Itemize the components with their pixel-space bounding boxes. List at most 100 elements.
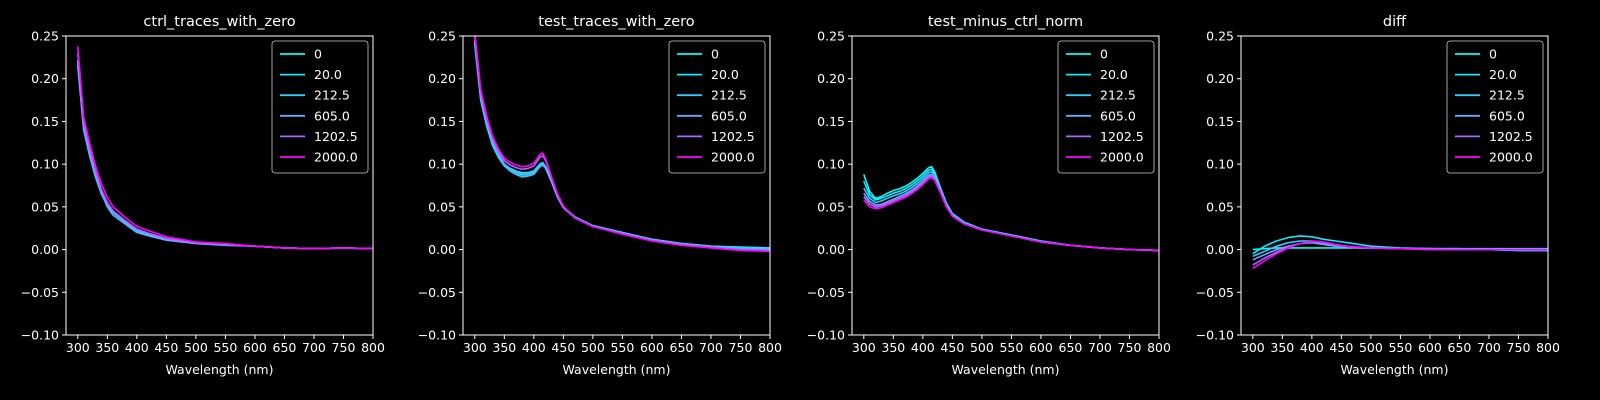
series-group: [1252, 235, 1548, 270]
legend-label: 1202.5: [1489, 129, 1533, 144]
x-tick-label: 400: [125, 340, 149, 355]
y-tick-label: −0.10: [418, 328, 456, 343]
chart-title: diff: [1383, 14, 1407, 30]
y-tick-label: 0.15: [1206, 114, 1234, 129]
y-tick-label: 0.00: [31, 242, 59, 257]
axes-frame: [462, 35, 771, 336]
x-tick-label: 650: [670, 340, 694, 355]
y-tick-label: 0.25: [428, 29, 456, 44]
legend-label: 2000.0: [314, 150, 358, 165]
x-tick-label: 550: [999, 340, 1023, 355]
x-tick-label: 300: [1241, 340, 1265, 355]
y-tick-label: 0.10: [1206, 157, 1234, 172]
legend-label: 605.0: [711, 108, 747, 123]
series-line-212.5: [863, 171, 1159, 252]
y-tick-label: 0.10: [31, 157, 59, 172]
chart-title: test_traces_with_zero: [538, 14, 695, 30]
axes-frame: [851, 35, 1160, 336]
legend-label: 20.0: [1489, 67, 1517, 82]
legend-label: 20.0: [711, 67, 739, 82]
y-tick-label: 0.00: [817, 242, 845, 257]
x-tick-label: 450: [551, 340, 575, 355]
legend-label: 1202.5: [1100, 129, 1144, 144]
y-tick-label: 0.20: [817, 71, 845, 86]
x-tick-label: 500: [581, 340, 605, 355]
y-tick-label: 0.05: [1206, 199, 1234, 214]
series-line-605.0: [863, 173, 1159, 252]
y-tick-label: −0.05: [418, 285, 456, 300]
legend-label: 212.5: [711, 88, 747, 103]
x-tick-label: 550: [610, 340, 634, 355]
y-tick-label: 0.05: [817, 199, 845, 214]
x-axis-label: Wavelength (nm): [563, 362, 671, 377]
y-tick-label: 0.00: [1206, 242, 1234, 257]
chart-panel-3: test_minus_ctrl_norm Wavelength (nm) 300 35…: [807, 14, 1171, 377]
y-tick-label: 0.00: [428, 242, 456, 257]
x-tick-label: 800: [361, 340, 385, 355]
x-tick-label: 450: [1329, 340, 1353, 355]
y-tick-label: 0.25: [1206, 29, 1234, 44]
x-tick-label: 300: [463, 340, 487, 355]
legend-label: 2000.0: [1489, 150, 1533, 165]
legend-label: 212.5: [1100, 88, 1136, 103]
legend-label: 20.0: [1100, 67, 1128, 82]
legend-label: 2000.0: [711, 150, 755, 165]
legend-label: 212.5: [314, 88, 350, 103]
x-tick-label: 550: [213, 340, 237, 355]
y-tick-label: −0.05: [21, 285, 59, 300]
legend-label: 1202.5: [314, 129, 358, 144]
x-tick-label: 800: [758, 340, 782, 355]
x-tick-label: 600: [640, 340, 664, 355]
legend-label: 605.0: [314, 108, 350, 123]
legend-label: 0: [1489, 47, 1497, 62]
legend-label: 1202.5: [711, 129, 755, 144]
y-tick-label: 0.05: [31, 199, 59, 214]
y-tick-label: −0.05: [1196, 285, 1234, 300]
x-tick-label: 400: [1300, 340, 1324, 355]
y-tick-label: 0.15: [31, 114, 59, 129]
legend-label: 0: [314, 47, 322, 62]
axes-frame: [1240, 35, 1549, 336]
legend: 0 20.0 212.5 605.0 1202.5 2000.0: [271, 40, 369, 174]
series-line-2000.0: [1252, 240, 1548, 270]
x-tick-label: 800: [1536, 340, 1560, 355]
x-tick-label: 700: [1088, 340, 1112, 355]
x-tick-label: 750: [1507, 340, 1531, 355]
x-tick-label: 300: [66, 340, 90, 355]
x-tick-label: 600: [1418, 340, 1442, 355]
x-tick-label: 500: [970, 340, 994, 355]
x-axis-label: Wavelength (nm): [952, 362, 1060, 377]
chart-panel-1: ctrl_traces_with_zero Wavelength (nm) 300 3…: [21, 14, 385, 377]
x-tick-label: 600: [1029, 340, 1053, 355]
x-tick-label: 400: [522, 340, 546, 355]
legend-label: 0: [1100, 47, 1108, 62]
legend-label: 605.0: [1100, 108, 1136, 123]
legend-label: 605.0: [1489, 108, 1525, 123]
x-tick-label: 400: [911, 340, 935, 355]
series-group: [863, 165, 1159, 252]
y-tick-label: −0.10: [1196, 328, 1234, 343]
legend: 0 20.0 212.5 605.0 1202.5 2000.0: [1057, 40, 1155, 174]
y-tick-label: 0.10: [428, 157, 456, 172]
legend-label: 212.5: [1489, 88, 1525, 103]
x-tick-label: 700: [302, 340, 326, 355]
series-line-0: [863, 165, 1159, 252]
chart-panel-2: test_traces_with_zero Wavelength (nm) 300 3…: [418, 14, 782, 377]
legend: 0 20.0 212.5 605.0 1202.5 2000.0: [668, 40, 766, 174]
x-tick-label: 650: [1448, 340, 1472, 355]
x-tick-label: 500: [184, 340, 208, 355]
y-tick-label: 0.05: [428, 199, 456, 214]
x-tick-label: 750: [1118, 340, 1142, 355]
y-tick-label: 0.20: [428, 71, 456, 86]
series-group: [474, 36, 770, 253]
x-tick-label: 350: [492, 340, 516, 355]
chart-title: ctrl_traces_with_zero: [143, 14, 295, 30]
axes-frame: [65, 35, 374, 336]
y-tick-label: 0.25: [817, 29, 845, 44]
x-tick-label: 300: [852, 340, 876, 355]
x-tick-label: 650: [1059, 340, 1083, 355]
x-axis-label: Wavelength (nm): [1341, 362, 1449, 377]
series-line-2000.0: [474, 36, 770, 253]
y-tick-label: 0.20: [31, 71, 59, 86]
